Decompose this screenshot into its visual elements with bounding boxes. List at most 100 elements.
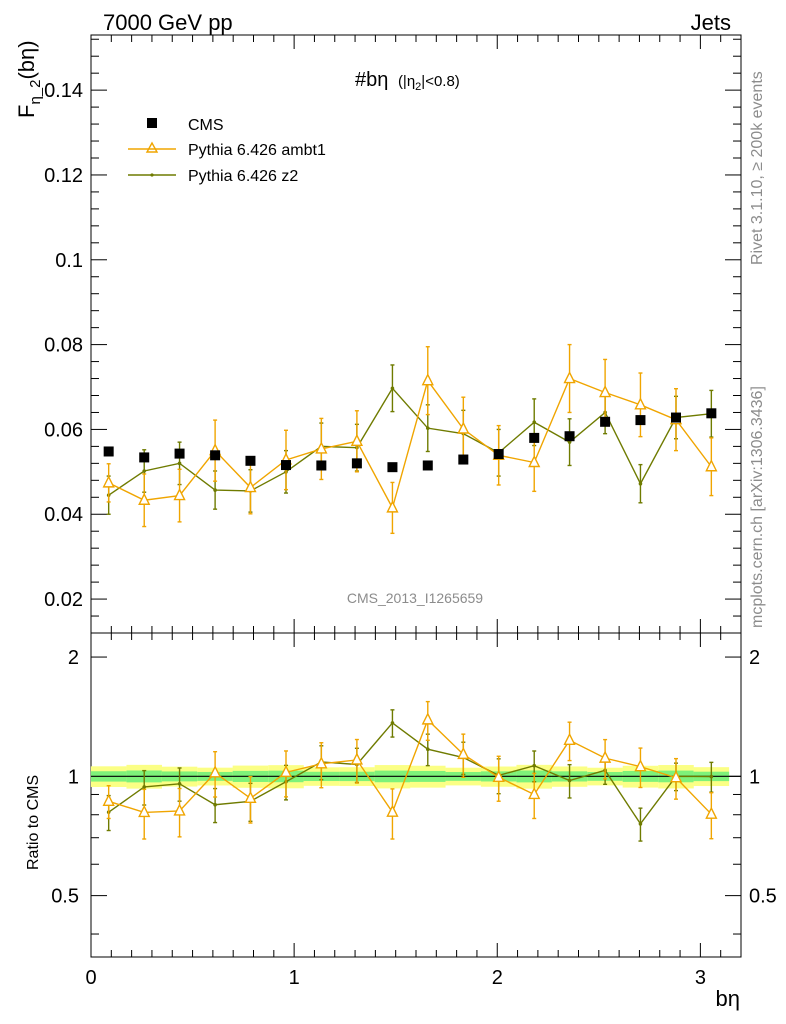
data-point-z2	[532, 420, 537, 425]
main-title-sub-end: |<0.8)	[421, 73, 460, 90]
ratio-point-z2	[177, 781, 182, 786]
watermark: CMS_2013_I1265659	[347, 590, 483, 606]
ratio-point-z2	[567, 778, 572, 783]
data-point-cms	[174, 448, 185, 459]
ratio-point-ambt1	[173, 803, 186, 816]
main-panel: 0.02 0.04 0.06 0.08 0.1 0.12 0.14	[44, 34, 742, 634]
data-point-cms	[139, 452, 150, 463]
data-point-ambt1	[138, 492, 151, 505]
data-point-cms	[671, 412, 681, 423]
data-point-z2	[177, 461, 182, 466]
data-point-ambt1	[457, 421, 470, 434]
data-point-ambt1	[563, 370, 576, 384]
ratio-point-z2	[390, 721, 395, 725]
ratio-point-z2	[638, 822, 643, 826]
ratio-point-ambt1	[386, 804, 399, 817]
data-point-z2	[390, 386, 395, 391]
ratio-point-ambt1	[705, 806, 718, 819]
data-point-ambt1	[173, 488, 186, 501]
ratio-point-ambt1	[457, 746, 470, 760]
data-point-ambt1	[421, 373, 434, 386]
header-right: Jets	[691, 10, 731, 35]
ratio-line-z2	[108, 721, 712, 826]
x-tick-label: 0	[85, 967, 96, 989]
y-tick-label-main: 0.02	[44, 589, 83, 611]
ratio-point-z2	[709, 774, 714, 779]
data-point-ambt1	[386, 500, 399, 513]
main-title: #bη (|η2|<0.8)	[355, 69, 460, 93]
x-tick-label: 1	[289, 967, 300, 989]
legend-label-z2: Pythia 6.426 z2	[188, 168, 298, 185]
ratio-y-tick-label-left: 2	[68, 647, 79, 669]
ratio-y-tick-label-left: 1	[68, 766, 79, 788]
side-label-bottom: mcplots.cern.ch [arXiv:1306.3436]	[749, 386, 766, 628]
data-point-ambt1	[102, 475, 115, 488]
y-tick-label-main: 0.08	[44, 335, 83, 357]
ratio-point-z2	[213, 802, 217, 807]
ratio-point-ambt1	[102, 793, 115, 807]
y-label-main-sub: η_2	[27, 80, 44, 105]
ratio-point-z2	[425, 747, 430, 751]
data-point-ambt1	[634, 397, 647, 410]
series-line-ambt1	[108, 377, 712, 510]
data-point-cms	[600, 416, 611, 427]
series-line-z2	[108, 387, 712, 496]
data-point-z2	[142, 469, 147, 473]
data-point-cms	[316, 460, 327, 471]
ratio-point-ambt1	[279, 764, 293, 778]
data-point-cms	[210, 450, 221, 461]
ratio-point-ambt1	[315, 756, 328, 769]
svg-text:Fη_2(bη): Fη_2(bη)	[14, 40, 44, 118]
ratio-point-ambt1	[669, 770, 683, 783]
ratio-frame	[90, 632, 742, 958]
header-left: 7000 GeV pp	[103, 10, 233, 35]
legend: CMS Pythia 6.426 ambt1 Pythia 6.426 z2	[128, 117, 326, 185]
ratio-point-ambt1	[138, 804, 151, 818]
ratio-y-tick-label-left: 0.5	[51, 886, 79, 908]
y-label-main-f: F	[14, 105, 39, 118]
ratio-point-ambt1	[421, 712, 434, 725]
ratio-y-tick-label-right: 2	[749, 647, 760, 669]
y-tick-label-main: 0.06	[44, 419, 83, 441]
data-point-z2	[213, 488, 217, 492]
ratio-point-ambt1	[563, 732, 576, 746]
data-point-cms	[529, 432, 540, 443]
y-label-main-end: (bη)	[14, 40, 39, 79]
side-label-top: Rivet 3.1.10, ≥ 200k events	[749, 71, 766, 265]
data-point-cms	[387, 462, 398, 473]
y-axis-label-main: Fη_2(bη)	[14, 40, 44, 118]
y-tick-label-main: 0.04	[44, 504, 83, 526]
ratio-point-ambt1	[244, 790, 257, 803]
x-tick-label: 2	[492, 967, 503, 989]
legend-marker-cms	[147, 118, 157, 128]
data-point-ambt1	[244, 479, 257, 493]
ratio-point-ambt1	[350, 752, 364, 765]
data-point-ambt1	[350, 433, 364, 447]
main-title-text: #bη	[355, 69, 388, 91]
main-title-sub-index: 2	[415, 81, 421, 93]
data-point-ambt1	[528, 454, 541, 468]
data-point-cms	[422, 460, 433, 471]
ratio-point-ambt1	[634, 759, 647, 772]
ratio-panel: 0 1 2 3 0.5 0.5 1 1 2 2	[51, 632, 777, 989]
x-axis-label: bη	[716, 986, 740, 1011]
data-point-cms	[103, 446, 114, 457]
data-point-cms	[458, 454, 469, 465]
y-tick-label-main: 0.14	[44, 80, 83, 102]
y-tick-label-main: 0.1	[55, 250, 83, 272]
legend-marker-z2	[150, 173, 154, 177]
ratio-point-ambt1	[598, 750, 612, 763]
data-point-cms	[245, 455, 256, 466]
data-point-ambt1	[315, 441, 328, 454]
ratio-point-ambt1	[492, 769, 505, 782]
data-point-cms	[351, 458, 362, 469]
data-point-ambt1	[705, 459, 718, 472]
data-point-cms	[706, 408, 717, 419]
ratio-point-z2	[532, 763, 537, 768]
ratio-y-tick-label-right: 1	[749, 766, 760, 788]
data-point-z2	[567, 440, 572, 444]
data-point-ambt1	[598, 384, 612, 398]
svg-text:#bη (|η2|<0.8): #bη (|η2|<0.8)	[355, 69, 460, 93]
ratio-point-ambt1	[208, 765, 222, 778]
